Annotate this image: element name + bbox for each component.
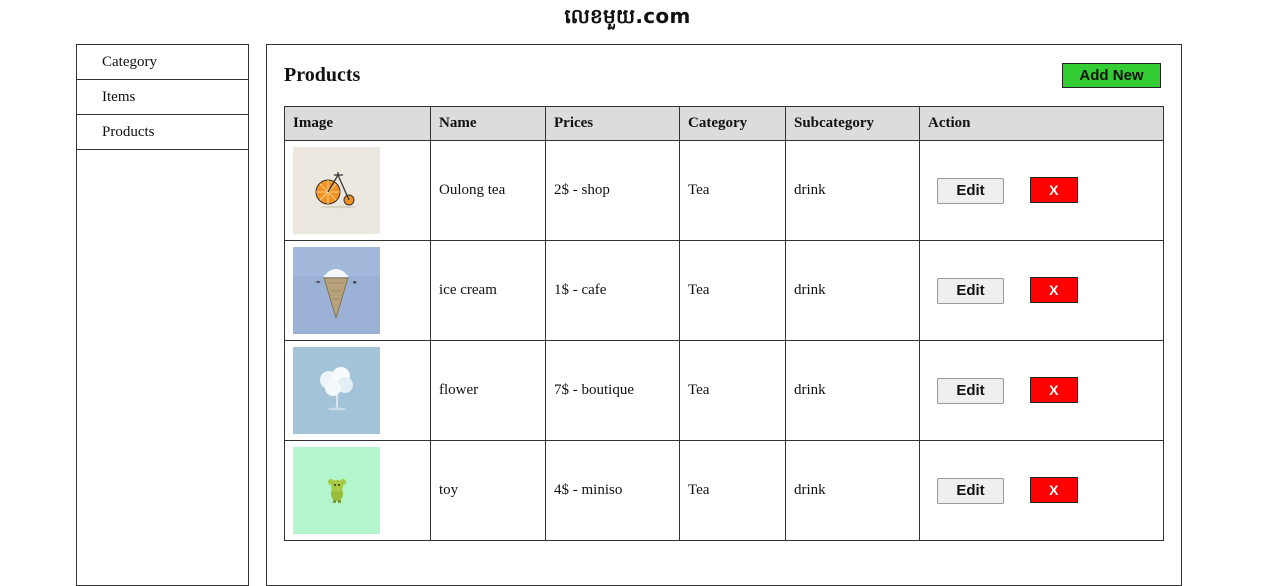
image-cell	[284, 440, 431, 541]
table-row: ice cream 1$ - cafe Tea drink Edit X	[284, 240, 1164, 341]
toy-image	[293, 447, 380, 534]
action-cell: Edit X	[919, 440, 1164, 541]
product-price: 7$ - boutique	[545, 340, 680, 441]
product-category: Tea	[679, 440, 786, 541]
table-row: flower 7$ - boutique Tea drink Edit X	[284, 340, 1164, 441]
sidebar-item-products[interactable]: Products	[77, 115, 248, 150]
sidebar-item-category[interactable]: Category	[77, 45, 248, 80]
table-header-row: Image Name Prices Category Subcategory A…	[284, 106, 1164, 141]
products-table: Image Name Prices Category Subcategory A…	[284, 106, 1164, 541]
edit-button[interactable]: Edit	[937, 377, 1004, 404]
column-header-prices: Prices	[545, 106, 680, 141]
table-row: Oulong tea 2$ - shop Tea drink Edit X	[284, 140, 1164, 241]
product-name: flower	[430, 340, 546, 441]
page-title: Products	[284, 64, 361, 86]
action-cell: Edit X	[919, 340, 1164, 441]
product-price: 2$ - shop	[545, 140, 680, 241]
product-subcategory: drink	[785, 440, 920, 541]
image-cell	[284, 140, 431, 241]
column-header-category: Category	[679, 106, 786, 141]
image-cell	[284, 340, 431, 441]
edit-button[interactable]: Edit	[937, 177, 1004, 204]
image-cell	[284, 240, 431, 341]
product-name: ice cream	[430, 240, 546, 341]
product-category: Tea	[679, 140, 786, 241]
main-panel: Products Add New Image Name Prices Categ…	[266, 44, 1182, 586]
column-header-name: Name	[430, 106, 546, 141]
sidebar: Category Items Products	[76, 44, 249, 586]
product-subcategory: drink	[785, 240, 920, 341]
flower-image	[293, 347, 380, 434]
delete-button[interactable]: X	[1029, 377, 1078, 404]
product-name: Oulong tea	[430, 140, 546, 241]
product-category: Tea	[679, 340, 786, 441]
product-subcategory: drink	[785, 340, 920, 441]
sidebar-item-items[interactable]: Items	[77, 80, 248, 115]
product-price: 4$ - miniso	[545, 440, 680, 541]
table-row: toy 4$ - miniso Tea drink Edit X	[284, 440, 1164, 541]
product-name: toy	[430, 440, 546, 541]
product-category: Tea	[679, 240, 786, 341]
action-cell: Edit X	[919, 240, 1164, 341]
delete-button[interactable]: X	[1029, 277, 1078, 304]
product-subcategory: drink	[785, 140, 920, 241]
edit-button[interactable]: Edit	[937, 477, 1004, 504]
delete-button[interactable]: X	[1029, 477, 1078, 504]
edit-button[interactable]: Edit	[937, 277, 1004, 304]
action-cell: Edit X	[919, 140, 1164, 241]
product-price: 1$ - cafe	[545, 240, 680, 341]
column-header-action: Action	[919, 106, 1164, 141]
add-new-button[interactable]: Add New	[1062, 63, 1161, 88]
column-header-image: Image	[284, 106, 431, 141]
orange-bicycle-image	[293, 147, 380, 234]
site-title: លេខមួយ.com	[564, 4, 691, 28]
column-header-subcategory: Subcategory	[785, 106, 920, 141]
ice-cream-image	[293, 247, 380, 334]
delete-button[interactable]: X	[1029, 177, 1078, 204]
